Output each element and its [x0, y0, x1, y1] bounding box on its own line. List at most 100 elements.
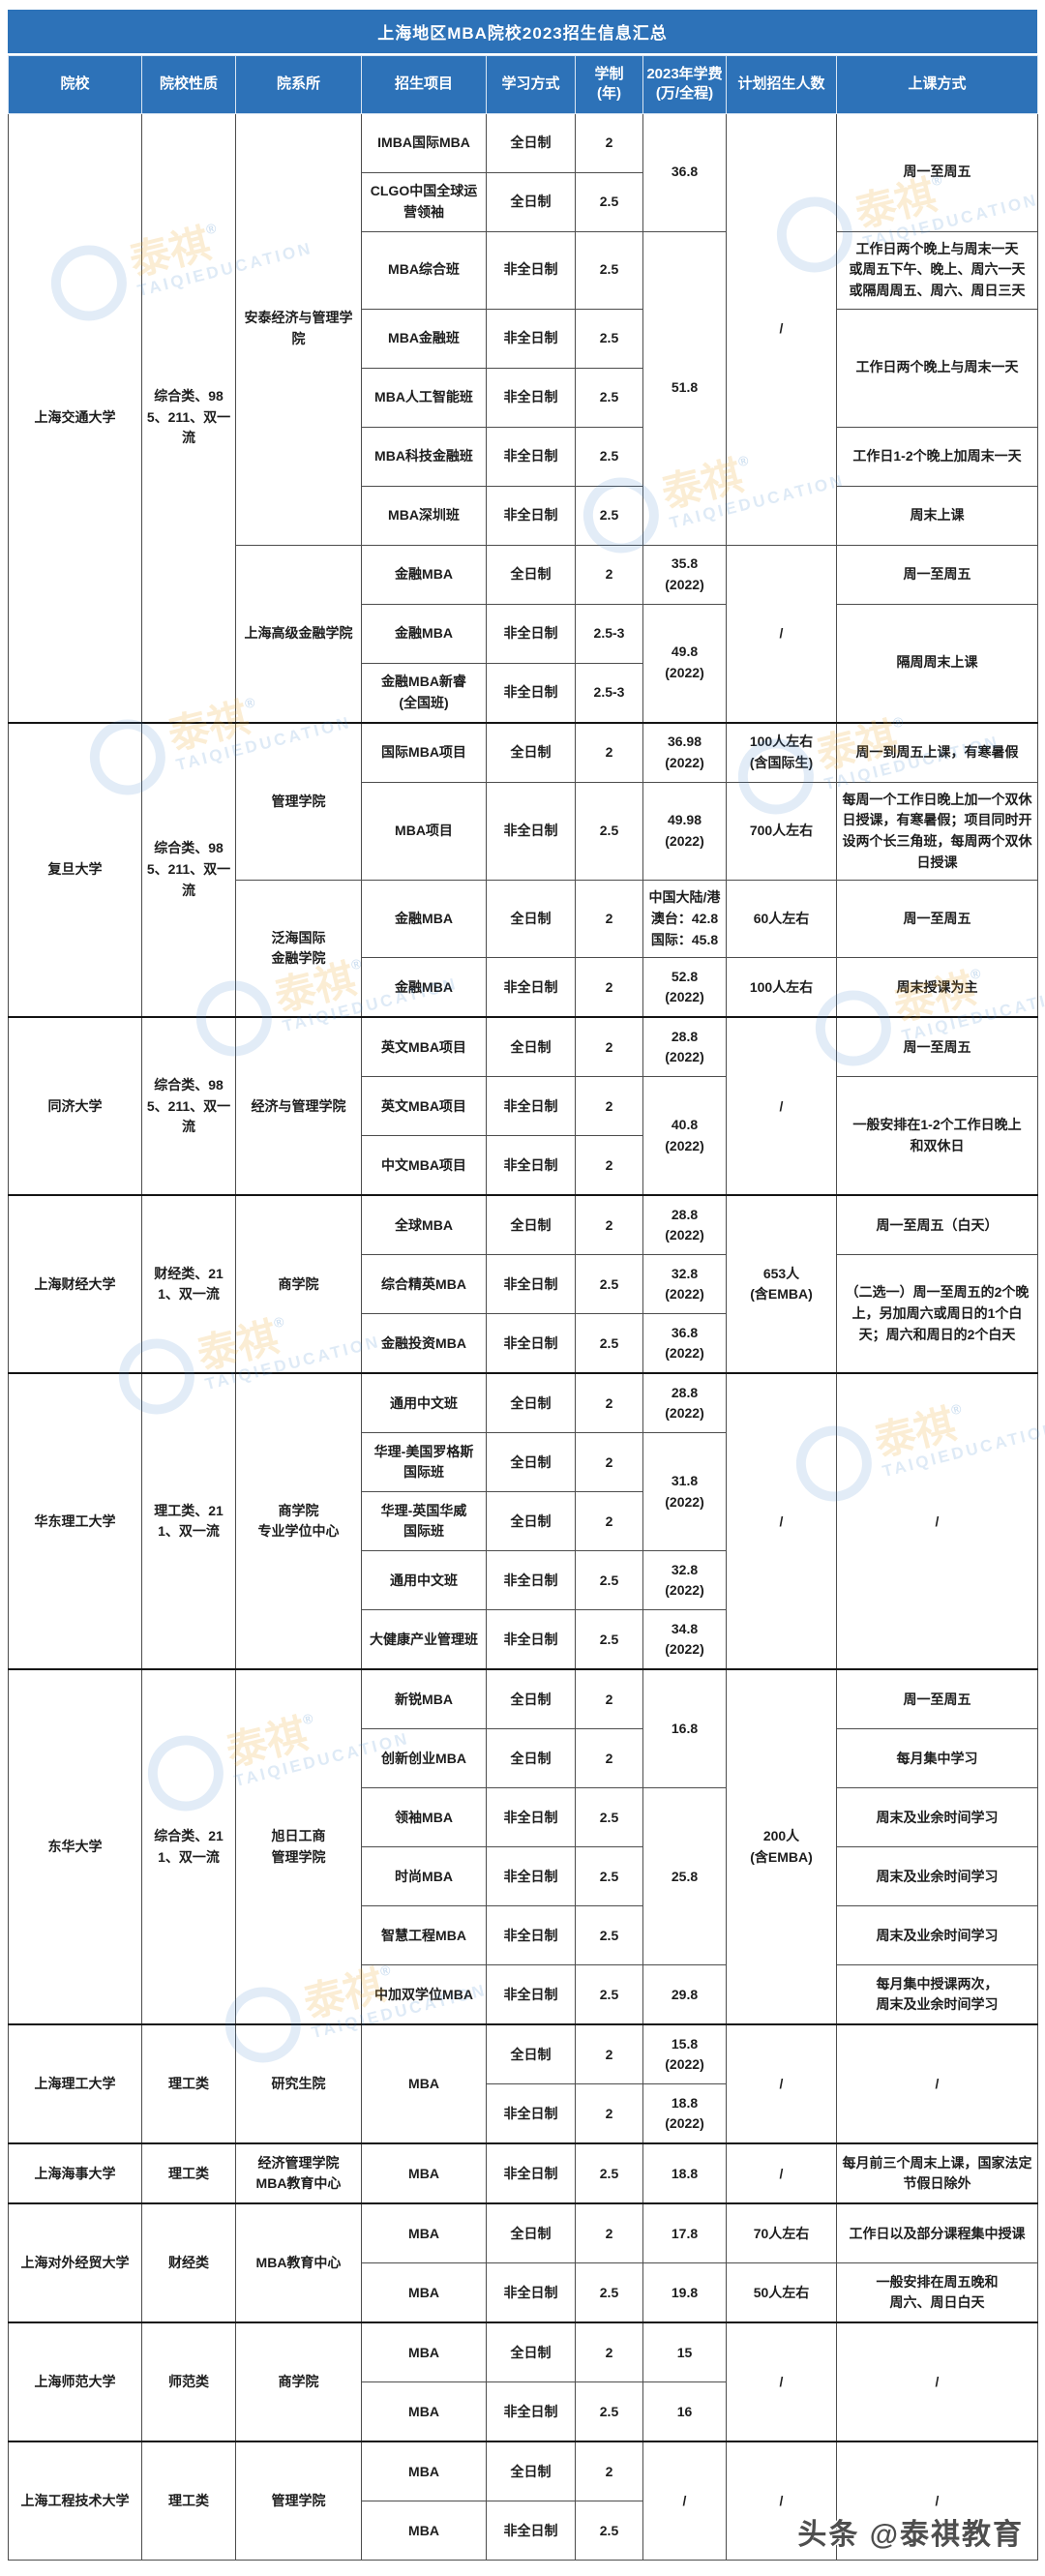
cell-years: 2.5	[575, 2381, 643, 2442]
cell-years: 2	[575, 1372, 643, 1434]
cell-mode: 非全日制	[486, 1964, 576, 2025]
cell-school: 同济大学	[8, 1016, 142, 1196]
cell-mode: 非全日制	[486, 1846, 576, 1907]
col-header-nature: 院校性质	[141, 55, 236, 114]
cell-program: MBA	[361, 2381, 487, 2442]
cell-years: 2.5	[575, 308, 643, 369]
cell-fee: 36.98 (2022)	[642, 721, 727, 783]
cell-program: MBA	[361, 2501, 487, 2561]
table-row: 华理-美国罗格斯 国际班 全日制 2 31.8 (2022)	[9, 1432, 1038, 1552]
cell-sched: 隔周周末上课	[836, 603, 1038, 724]
table-row: MBA项目 非全日制 2.5 49.98 (2022) 700人左右 每周一个工…	[9, 781, 1038, 882]
cell-sched: 周一至周五	[836, 112, 1038, 232]
cell-sched: 工作日1-2个晚上加周末一天	[836, 426, 1038, 487]
cell-mode: 非全日制	[486, 2381, 576, 2442]
cell-fee: 40.8 (2022)	[642, 1076, 727, 1196]
cell-dept: 经济管理学院 MBA教育中心	[235, 2142, 362, 2204]
cell-years: 2.5	[575, 1964, 643, 2025]
cell-school: 上海交通大学	[8, 112, 142, 724]
cell-nature: 财经类、211、双一流	[141, 1194, 236, 1374]
cell-school: 上海海事大学	[8, 2142, 142, 2204]
cell-years: 2	[575, 1491, 643, 1552]
table-row: 上海财经大学 财经类、211、双一流 商学院 全球MBA 全日制 2 28.8 …	[8, 1194, 1038, 1374]
cell-years: 2.5	[575, 1550, 643, 1611]
table-row: 通用中文班 非全日制 2.5 32.8 (2022)	[9, 1550, 1038, 1611]
cell-dept: 管理学院	[235, 721, 362, 882]
cell-mode: 非全日制	[486, 662, 576, 724]
col-header-school: 院校	[8, 55, 142, 114]
cell-years: 2.5	[575, 1609, 643, 1670]
cell-sched: 周一到周五上课，有寒暑假	[836, 721, 1038, 783]
cell-dept: 经济与管理学院	[235, 1016, 362, 1196]
cell-fee: 31.8 (2022)	[642, 1432, 727, 1552]
cell-plan: /	[726, 2023, 837, 2144]
cell-years: 2	[575, 2441, 643, 2502]
cell-plan: /	[726, 2321, 837, 2442]
cell-years: 2	[575, 2023, 643, 2085]
cell-plan: 50人左右	[726, 2262, 837, 2323]
cell-fee: 17.8	[642, 2202, 727, 2264]
cell-dept: 商学院 专业学位中心	[235, 1372, 362, 1670]
cell-sched: 周末及业余时间学习	[836, 1905, 1038, 1966]
cell-years: 2	[575, 1728, 643, 1789]
cell-plan: 100人左右	[726, 957, 837, 1018]
cell-plan: 200人 (含EMBA)	[726, 1668, 837, 2025]
cell-sched: 周一至周五	[836, 880, 1038, 959]
cell-nature: 综合类、985、211、双一流	[141, 721, 236, 1018]
cell-plan: 100人左右 (含国际生)	[726, 721, 837, 783]
cell-mode: 非全日制	[486, 426, 576, 487]
cell-mode: 全日制	[486, 1432, 576, 1493]
cell-sched: 周末及业余时间学习	[836, 1787, 1038, 1848]
cell-nature: 师范类	[141, 2321, 236, 2442]
cell-dept: 旭日工商 管理学院	[235, 1668, 362, 2025]
cell-years: 2.5	[575, 1905, 643, 1966]
cell-program: MBA金融班	[361, 308, 487, 369]
cell-years: 2.5	[575, 2262, 643, 2323]
cell-mode: 全日制	[486, 1016, 576, 1078]
cell-fee: 36.8	[642, 112, 727, 232]
col-header-mode: 学习方式	[486, 55, 576, 114]
cell-program: MBA	[361, 2321, 487, 2383]
cell-mode: 全日制	[486, 2202, 576, 2264]
cell-program: 金融MBA新睿 (全国班)	[361, 662, 487, 724]
cell-program: 全球MBA	[361, 1194, 487, 1256]
cell-sched: /	[836, 2321, 1038, 2442]
col-header-years: 学制 (年)	[575, 55, 643, 114]
cell-school: 上海师范大学	[8, 2321, 142, 2442]
cell-years: 2	[575, 1135, 643, 1196]
cell-program: 中文MBA项目	[361, 1135, 487, 1196]
cell-program: 金融MBA	[361, 603, 487, 664]
cell-mode: 非全日制	[486, 1135, 576, 1196]
cell-program: 华理-美国罗格斯 国际班	[361, 1432, 487, 1493]
cell-fee: 25.8	[642, 1787, 727, 1966]
cell-program: 通用中文班	[361, 1372, 487, 1434]
cell-years: 2	[575, 1668, 643, 1730]
table-row: MBA人工智能班 非全日制 2.5	[9, 367, 1038, 428]
cell-sched: 一般安排在1-2个工作日晚上 和双休日	[836, 1076, 1038, 1196]
col-header-plan: 计划招生人数	[726, 55, 837, 114]
cell-program: 新锐MBA	[361, 1668, 487, 1730]
cell-sched: 每月前三个周末上课，国家法定节假日除外	[836, 2142, 1038, 2204]
cell-fee: 36.8 (2022)	[642, 1313, 727, 1374]
cell-plan: /	[726, 1016, 837, 1196]
cell-fee: 16	[642, 2381, 727, 2442]
cell-plan: /	[726, 2142, 837, 2204]
cell-mode: 全日制	[486, 2321, 576, 2383]
cell-dept: 研究生院	[235, 2023, 362, 2144]
cell-years: 2.5	[575, 1846, 643, 1907]
table-row: 金融MBA新睿 (全国班) 非全日制 2.5-3	[9, 662, 1038, 724]
cell-program: MBA	[361, 2441, 487, 2502]
cell-nature: 理工类	[141, 2142, 236, 2204]
table-row: 东华大学 综合类、211、双一流 旭日工商 管理学院 新锐MBA 全日制 2 1…	[8, 1668, 1038, 2025]
cell-sched: 周一至周五	[836, 1668, 1038, 1730]
cell-mode: 全日制	[486, 112, 576, 173]
table-row: 智慧工程MBA 非全日制 2.5 周末及业余时间学习	[9, 1905, 1038, 1966]
cell-program: 华理-英国华威 国际班	[361, 1491, 487, 1552]
cell-years: 2	[575, 1194, 643, 1256]
table-row: 上海交通大学 综合类、985、211、双一流 安泰经济与管理学院 IMBA国际M…	[8, 112, 1038, 724]
table-row: 上海师范大学 师范类 商学院 MBA 全日制 2 15 / /	[8, 2321, 1038, 2442]
cell-nature: 理工类	[141, 2441, 236, 2561]
cell-sched: 每周一个工作日晚上加一个双休日授课，有寒暑假；项目同时开设两个长三角班，每周两个…	[836, 781, 1038, 882]
cell-nature: 综合类、985、211、双一流	[141, 112, 236, 724]
